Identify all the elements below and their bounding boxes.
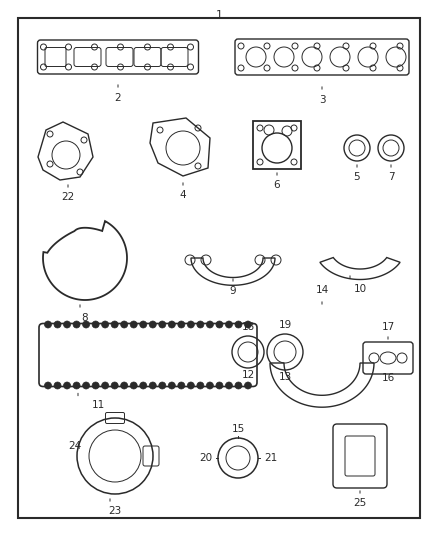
Circle shape xyxy=(168,382,175,389)
Circle shape xyxy=(235,382,242,389)
Circle shape xyxy=(92,382,99,389)
Circle shape xyxy=(54,321,61,328)
Text: 11: 11 xyxy=(92,400,105,410)
Circle shape xyxy=(216,321,223,328)
Circle shape xyxy=(244,321,251,328)
Text: 19: 19 xyxy=(279,320,292,330)
Text: 7: 7 xyxy=(388,172,394,182)
Text: 2: 2 xyxy=(115,93,121,103)
Text: 9: 9 xyxy=(230,286,237,296)
Text: 10: 10 xyxy=(353,284,367,294)
Circle shape xyxy=(102,321,109,328)
Circle shape xyxy=(159,321,166,328)
Text: 14: 14 xyxy=(315,285,328,295)
Circle shape xyxy=(45,321,52,328)
Text: 20: 20 xyxy=(199,453,212,463)
Circle shape xyxy=(64,382,71,389)
Text: 21: 21 xyxy=(264,453,277,463)
Circle shape xyxy=(159,382,166,389)
Circle shape xyxy=(168,321,175,328)
Circle shape xyxy=(149,321,156,328)
Circle shape xyxy=(83,382,90,389)
Circle shape xyxy=(226,321,233,328)
Text: 16: 16 xyxy=(381,373,395,383)
Circle shape xyxy=(111,321,118,328)
Text: 17: 17 xyxy=(381,322,395,332)
Text: 1: 1 xyxy=(215,10,223,20)
Text: 3: 3 xyxy=(319,95,325,105)
Circle shape xyxy=(197,382,204,389)
Circle shape xyxy=(140,321,147,328)
Text: 24: 24 xyxy=(68,441,81,451)
Text: 22: 22 xyxy=(61,192,74,202)
Circle shape xyxy=(54,382,61,389)
Circle shape xyxy=(73,321,80,328)
Circle shape xyxy=(140,382,147,389)
Text: 25: 25 xyxy=(353,498,367,508)
Circle shape xyxy=(149,382,156,389)
Circle shape xyxy=(244,382,251,389)
Circle shape xyxy=(226,382,233,389)
Circle shape xyxy=(83,321,90,328)
Circle shape xyxy=(73,382,80,389)
Circle shape xyxy=(197,321,204,328)
Text: 18: 18 xyxy=(241,322,254,332)
Circle shape xyxy=(64,321,71,328)
Circle shape xyxy=(45,382,52,389)
Circle shape xyxy=(216,382,223,389)
Text: 5: 5 xyxy=(354,172,360,182)
Circle shape xyxy=(206,321,213,328)
Circle shape xyxy=(187,321,194,328)
Text: 12: 12 xyxy=(241,370,254,380)
Circle shape xyxy=(92,321,99,328)
Circle shape xyxy=(111,382,118,389)
Text: 15: 15 xyxy=(231,424,245,434)
Circle shape xyxy=(102,382,109,389)
Circle shape xyxy=(178,321,185,328)
Circle shape xyxy=(178,382,185,389)
Circle shape xyxy=(235,321,242,328)
Circle shape xyxy=(187,382,194,389)
Text: 4: 4 xyxy=(180,190,186,200)
Text: 6: 6 xyxy=(274,180,280,190)
Circle shape xyxy=(206,382,213,389)
Circle shape xyxy=(130,321,137,328)
Text: 23: 23 xyxy=(108,506,122,516)
Circle shape xyxy=(121,321,128,328)
Circle shape xyxy=(130,382,137,389)
Text: 8: 8 xyxy=(82,313,88,323)
Text: 13: 13 xyxy=(279,372,292,382)
Circle shape xyxy=(121,382,128,389)
